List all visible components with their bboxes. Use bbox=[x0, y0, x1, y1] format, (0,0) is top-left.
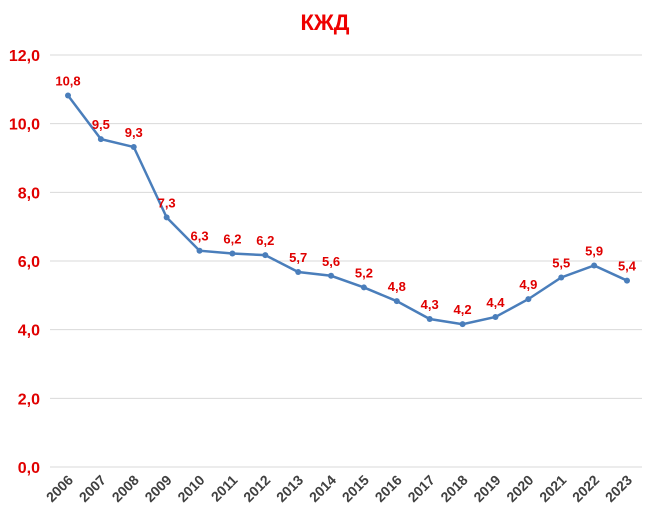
point bbox=[360, 284, 367, 291]
x-tick-label: 2013 bbox=[273, 472, 306, 505]
x-tick-label: 2010 bbox=[174, 472, 207, 505]
point bbox=[558, 274, 565, 281]
data-label: 6,2 bbox=[256, 233, 274, 248]
chart-title: КЖД bbox=[301, 10, 350, 35]
point bbox=[492, 313, 499, 320]
x-tick-label: 2019 bbox=[470, 472, 503, 505]
data-label: 5,5 bbox=[552, 255, 570, 270]
data-label: 5,7 bbox=[289, 250, 307, 265]
point bbox=[426, 316, 433, 323]
data-label: 4,8 bbox=[388, 279, 406, 294]
x-tick-label: 2018 bbox=[437, 472, 470, 505]
y-tick-label: 12,0 bbox=[9, 48, 40, 65]
point bbox=[328, 272, 335, 279]
y-tick-label: 10,0 bbox=[9, 117, 40, 134]
x-tick-label: 2016 bbox=[372, 472, 405, 505]
point bbox=[97, 136, 104, 143]
point bbox=[591, 262, 598, 269]
y-tick-label: 6,0 bbox=[18, 254, 40, 271]
data-label: 10,8 bbox=[55, 74, 80, 89]
x-tick-label: 2022 bbox=[569, 472, 602, 505]
y-tick-label: 8,0 bbox=[18, 185, 40, 202]
point bbox=[295, 268, 302, 275]
data-label: 6,3 bbox=[190, 229, 208, 244]
data-label: 4,3 bbox=[421, 297, 439, 312]
point bbox=[393, 298, 400, 305]
data-label: 5,6 bbox=[322, 254, 340, 269]
data-label: 9,3 bbox=[125, 125, 143, 140]
point bbox=[229, 250, 236, 257]
data-label: 6,2 bbox=[223, 231, 241, 246]
point bbox=[624, 277, 630, 284]
data-label: 5,2 bbox=[355, 265, 373, 280]
point bbox=[196, 247, 203, 254]
point bbox=[130, 144, 137, 151]
x-tick-label: 2017 bbox=[404, 472, 437, 505]
x-tick-label: 2011 bbox=[208, 472, 241, 505]
data-label: 4,2 bbox=[454, 302, 472, 317]
x-tick-label: 2007 bbox=[76, 472, 109, 505]
line bbox=[67, 94, 628, 326]
point bbox=[262, 252, 269, 259]
x-tick-label: 2020 bbox=[503, 472, 536, 505]
point bbox=[525, 296, 532, 303]
x-tick-label: 2023 bbox=[602, 472, 635, 505]
y-tick-label: 4,0 bbox=[18, 323, 40, 340]
point bbox=[65, 92, 71, 99]
y-tick-label: 0,0 bbox=[18, 460, 40, 477]
x-tick-label: 2014 bbox=[306, 472, 339, 505]
data-label: 5,9 bbox=[585, 243, 603, 258]
data-label: 7,3 bbox=[158, 195, 176, 210]
x-tick-label: 2015 bbox=[339, 472, 372, 505]
x-tick-label: 2012 bbox=[240, 472, 273, 505]
data-label: 4,4 bbox=[486, 295, 505, 310]
x-tick-label: 2021 bbox=[536, 472, 569, 505]
data-label: 5,4 bbox=[618, 259, 637, 274]
x-tick-label: 2009 bbox=[141, 472, 174, 505]
data-label: 9,5 bbox=[92, 117, 110, 132]
data-label: 4,9 bbox=[519, 277, 537, 292]
x-tick-label: 2008 bbox=[109, 472, 142, 505]
point bbox=[459, 321, 466, 328]
x-tick-label: 2006 bbox=[43, 472, 76, 505]
point bbox=[163, 214, 170, 221]
y-tick-label: 2,0 bbox=[18, 391, 40, 408]
